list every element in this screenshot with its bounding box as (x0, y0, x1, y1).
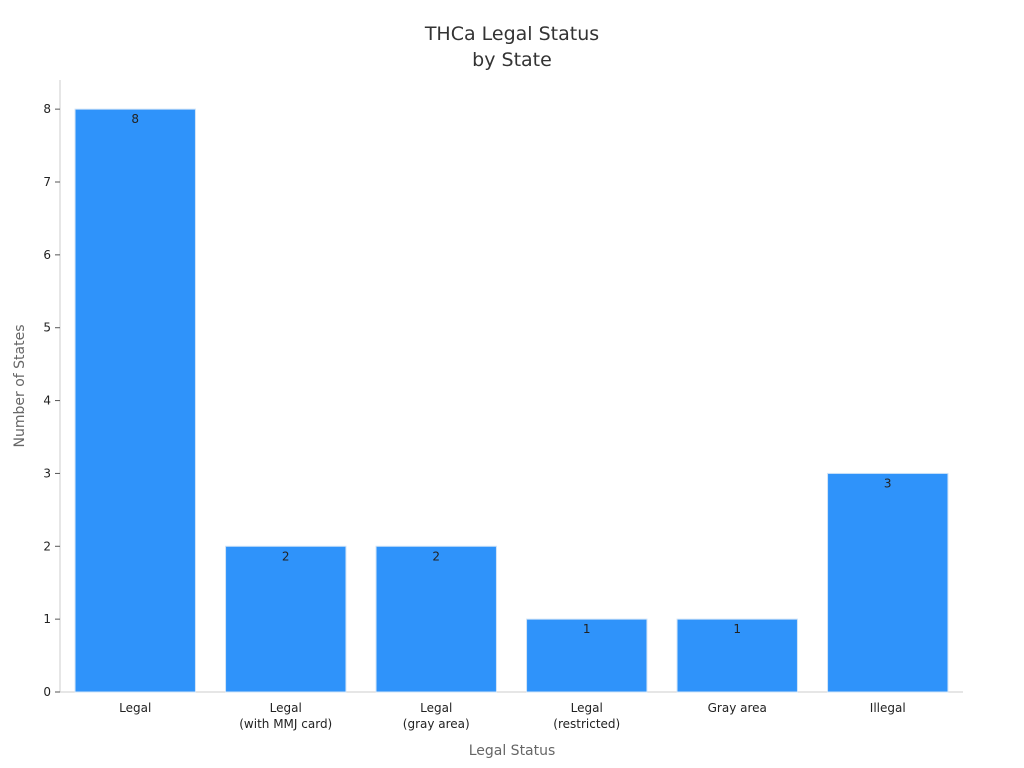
y-tick-label: 2 (43, 539, 51, 553)
bar (827, 472, 949, 693)
bar (676, 618, 798, 693)
chart-title: THCa Legal Status by State (424, 23, 599, 71)
value-label: 8 (131, 112, 139, 126)
x-axis-title: Legal Status (469, 743, 556, 759)
x-tick-label: Legal (restricted) (553, 701, 620, 731)
x-tick-label: Gray area (708, 701, 767, 715)
bar (74, 108, 196, 693)
value-label: 2 (282, 549, 290, 563)
y-tick-label: 4 (43, 394, 51, 408)
x-tick-label: Legal (119, 701, 151, 715)
bar (225, 545, 347, 693)
x-tick-label: Legal (with MMJ card) (239, 701, 332, 731)
bar (375, 545, 497, 693)
y-tick-label: 7 (43, 175, 51, 189)
y-tick-label: 6 (43, 248, 51, 262)
y-tick-label: 5 (43, 321, 51, 335)
y-tick-label: 8 (43, 102, 51, 116)
x-tick-label: Legal (gray area) (403, 701, 470, 731)
value-label: 3 (884, 476, 892, 490)
y-tick-label: 0 (43, 685, 51, 699)
bar (526, 618, 648, 693)
y-axis-title: Number of States (12, 325, 28, 448)
value-label: 2 (432, 549, 440, 563)
value-label: 1 (733, 622, 741, 636)
x-tick-label: Illegal (870, 701, 906, 715)
y-tick-label: 1 (43, 612, 51, 626)
y-tick-label: 3 (43, 466, 51, 480)
value-label: 1 (583, 622, 591, 636)
